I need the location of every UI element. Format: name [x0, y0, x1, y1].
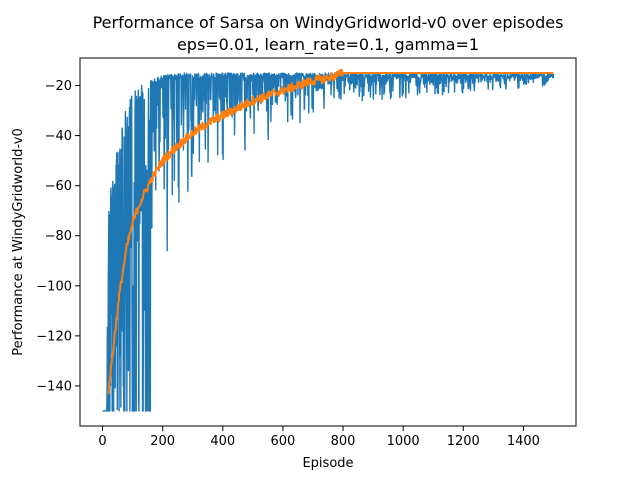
y-tick-label: −40 — [45, 129, 72, 144]
chart-title: Performance of Sarsa on WindyGridworld-v… — [93, 13, 564, 32]
x-tick-label: 1200 — [447, 434, 480, 449]
x-tick-label: 600 — [270, 434, 295, 449]
plot-frame — [79, 57, 577, 427]
series-smoothed-line — [107, 68, 554, 395]
y-axis-label: Performance at WindyGridworld-v0 — [11, 128, 26, 355]
x-axis-label: Episode — [302, 456, 353, 471]
x-tick-label: 1400 — [507, 434, 540, 449]
y-tick-label: −60 — [45, 179, 72, 194]
y-tick-label: −120 — [36, 329, 72, 344]
chart-subtitle: eps=0.01, learn_rate=0.1, gamma=1 — [177, 35, 479, 55]
x-tick-label: 200 — [150, 434, 175, 449]
plot-area — [102, 68, 555, 412]
y-axis-ticks: −140 −120 −100 −80 −60 −40 −20 — [36, 79, 80, 394]
x-tick-label: 400 — [210, 434, 235, 449]
x-tick-label: 1000 — [387, 434, 420, 449]
y-tick-label: −20 — [45, 79, 72, 94]
x-tick-label: 0 — [98, 434, 106, 449]
x-axis-ticks: 0 200 400 600 800 1000 1200 1400 — [98, 426, 540, 449]
y-tick-label: −140 — [36, 379, 72, 394]
y-tick-label: −80 — [45, 229, 72, 244]
x-tick-label: 800 — [331, 434, 356, 449]
y-tick-label: −100 — [36, 279, 72, 294]
series-raw-line — [102, 72, 555, 412]
